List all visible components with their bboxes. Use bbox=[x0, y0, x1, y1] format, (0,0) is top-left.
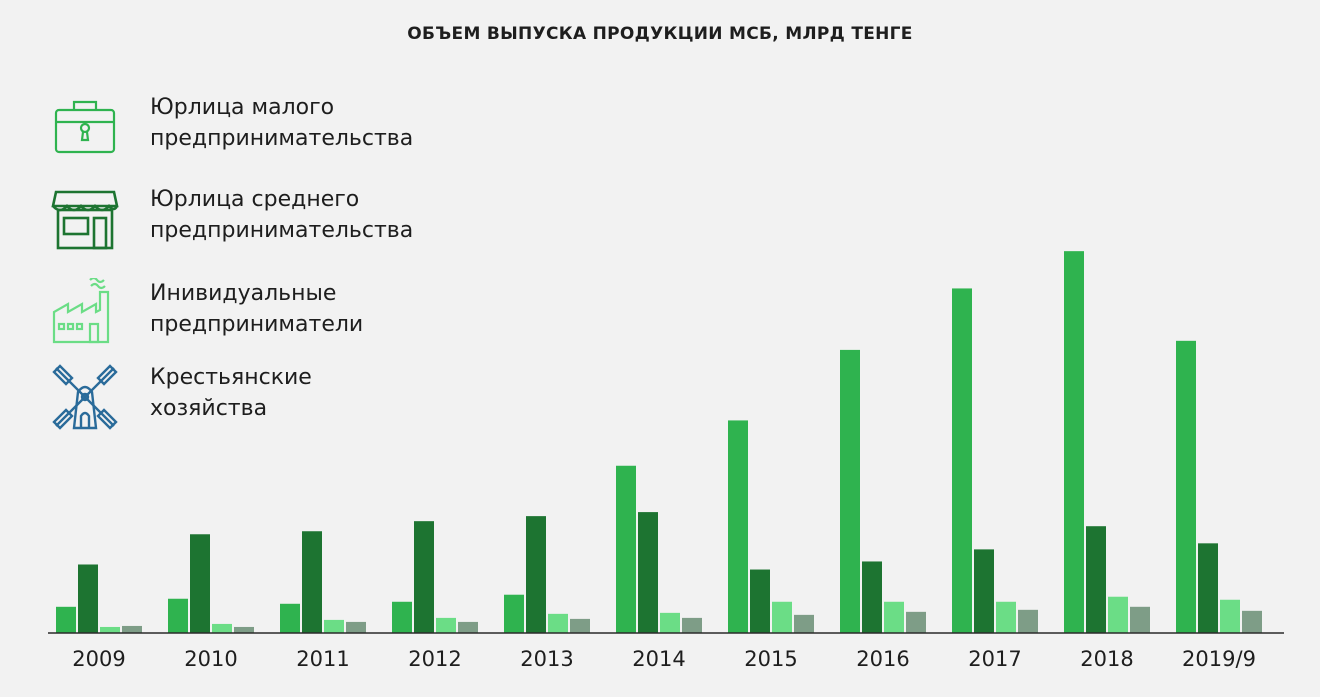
bar-farms-2010 bbox=[234, 626, 254, 633]
bar-medium-business-2019-9 bbox=[1198, 543, 1218, 633]
x-tick-label: 2011 bbox=[296, 647, 349, 671]
bar-individual-entrepreneurs-2014 bbox=[660, 612, 680, 633]
bar-individual-entrepreneurs-2016 bbox=[884, 601, 904, 633]
bar-farms-2014 bbox=[682, 617, 702, 633]
bar-farms-2009 bbox=[122, 625, 142, 633]
bar-small-business-2012 bbox=[392, 601, 412, 633]
legend-item-farms: Крестьянские хозяйства bbox=[50, 362, 470, 442]
storefront-icon bbox=[51, 190, 119, 250]
legend-label: Юрлица малого предпринимательства bbox=[150, 95, 414, 151]
bar-medium-business-2009 bbox=[78, 564, 98, 633]
bars-layer bbox=[56, 251, 1262, 633]
legend-label: Инивидуальные предприниматели bbox=[150, 281, 364, 337]
x-tick-label: 2018 bbox=[1080, 647, 1133, 671]
bar-small-business-2018 bbox=[1064, 251, 1084, 633]
legend-item-individual-entrepreneurs: Инивидуальные предприниматели bbox=[50, 278, 470, 358]
legend-label: Юрлица среднего предпринимательства bbox=[150, 187, 414, 243]
bar-small-business-2014 bbox=[616, 465, 636, 633]
x-tick-label: 2010 bbox=[184, 647, 237, 671]
bar-medium-business-2015 bbox=[750, 569, 770, 633]
x-tick-label: 2016 bbox=[856, 647, 909, 671]
chart-title: ОБЪЕМ ВЫПУСКА ПРОДУКЦИИ МСБ, МЛРД ТЕНГЕ bbox=[407, 24, 913, 44]
bar-medium-business-2014 bbox=[638, 512, 658, 633]
bar-individual-entrepreneurs-2011 bbox=[324, 619, 344, 633]
bar-farms-2013 bbox=[570, 618, 590, 633]
bar-medium-business-2011 bbox=[302, 531, 322, 633]
bar-individual-entrepreneurs-2010 bbox=[212, 623, 232, 633]
briefcase-icon bbox=[54, 100, 116, 154]
bar-small-business-2016 bbox=[840, 349, 860, 633]
bar-individual-entrepreneurs-2009 bbox=[100, 626, 120, 633]
bar-small-business-2013 bbox=[504, 594, 524, 633]
bar-medium-business-2018 bbox=[1086, 526, 1106, 633]
legend-item-small-business: Юрлица малого предпринимательства bbox=[50, 92, 470, 172]
bar-farms-2015 bbox=[794, 614, 814, 633]
bar-small-business-2017 bbox=[952, 288, 972, 633]
bar-small-business-2011 bbox=[280, 603, 300, 633]
bar-medium-business-2013 bbox=[526, 516, 546, 633]
factory-icon bbox=[52, 278, 110, 344]
bar-small-business-2010 bbox=[168, 598, 188, 633]
bar-small-business-2019-9 bbox=[1176, 340, 1196, 633]
legend-item-medium-business: Юрлица среднего предпринимательства bbox=[50, 184, 470, 264]
x-tick-label: 2013 bbox=[520, 647, 573, 671]
bar-individual-entrepreneurs-2013 bbox=[548, 613, 568, 633]
bar-individual-entrepreneurs-2012 bbox=[436, 617, 456, 633]
bar-medium-business-2017 bbox=[974, 549, 994, 633]
x-tick-label: 2019/9 bbox=[1182, 647, 1256, 671]
bar-medium-business-2012 bbox=[414, 521, 434, 633]
x-tick-label: 2009 bbox=[72, 647, 125, 671]
bar-farms-2016 bbox=[906, 611, 926, 633]
x-tick-label: 2012 bbox=[408, 647, 461, 671]
x-tick-label: 2015 bbox=[744, 647, 797, 671]
x-tick-label: 2014 bbox=[632, 647, 685, 671]
bar-farms-2018 bbox=[1130, 606, 1150, 633]
legend-label: Крестьянские хозяйства bbox=[150, 365, 312, 421]
bar-farms-2011 bbox=[346, 621, 366, 633]
bar-farms-2017 bbox=[1018, 609, 1038, 633]
x-tick-labels: 2009 2010 2011 2012 2013 2014 2015 2016 2017 2018… bbox=[72, 647, 1256, 671]
bar-individual-entrepreneurs-2018 bbox=[1108, 596, 1128, 633]
bar-small-business-2015 bbox=[728, 420, 748, 633]
bar-individual-entrepreneurs-2019-9 bbox=[1220, 599, 1240, 633]
windmill-icon bbox=[52, 364, 118, 430]
bar-small-business-2009 bbox=[56, 606, 76, 633]
bar-individual-entrepreneurs-2017 bbox=[996, 601, 1016, 633]
bar-farms-2012 bbox=[458, 621, 478, 633]
bar-medium-business-2010 bbox=[190, 534, 210, 633]
bar-individual-entrepreneurs-2015 bbox=[772, 601, 792, 633]
bar-farms-2019-9 bbox=[1242, 610, 1262, 633]
x-tick-label: 2017 bbox=[968, 647, 1021, 671]
bar-medium-business-2016 bbox=[862, 561, 882, 633]
